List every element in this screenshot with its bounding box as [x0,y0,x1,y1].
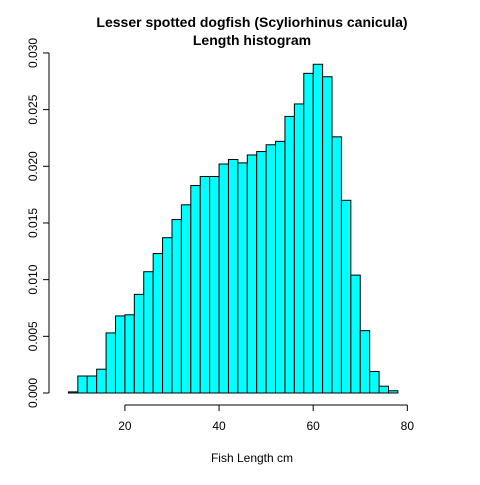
y-tick-label: 0.025 [26,94,40,124]
x-axis: 20 40 60 80 [118,404,415,433]
chart-title: Lesser spotted dogfish (Scyliorhinus can… [96,14,407,30]
histogram-bar [303,72,314,394]
y-tick-label: 0.030 [26,38,40,68]
y-tick-label: 0.005 [26,321,40,351]
bars-group [67,63,399,394]
histogram-bar [162,237,173,394]
histogram-bar [284,115,295,394]
y-tick-label: 0.000 [26,378,40,408]
histogram-bar [237,162,248,394]
histogram-bar [133,293,145,394]
histogram-bar [275,140,286,394]
histogram-bar [293,103,305,394]
histogram-bar [86,375,98,394]
histogram-bar [218,163,229,394]
histogram-bar [67,391,79,394]
chart-subtitle: Length histogram [193,32,311,48]
histogram-bar [312,63,324,394]
histogram-bar [227,158,239,394]
histogram-bar [256,151,267,394]
histogram-bar [246,154,258,394]
histogram-bar [359,330,371,394]
histogram-bar [331,136,342,394]
histogram-bar [180,204,192,394]
histogram-bar [152,253,164,394]
histogram-bar [124,314,135,394]
histogram-bar [199,175,211,394]
histogram-bar [209,175,220,394]
histogram-bar [143,271,154,394]
histogram-bar [340,199,352,394]
histogram-bar [171,219,182,394]
y-tick-label: 0.015 [26,208,40,238]
histogram-bar [369,370,380,394]
y-axis: 0.000 0.005 0.010 0.015 0.020 0.025 0.030 [26,38,50,408]
histogram-bar [77,375,88,394]
histogram-bar [388,390,399,394]
y-tick-label: 0.020 [26,151,40,181]
x-tick-label: 40 [212,419,226,433]
histogram-bar [378,385,390,394]
histogram-bar [190,185,201,394]
histogram-bar [322,76,333,394]
histogram-bar [265,144,277,394]
histogram-bar [105,332,116,394]
x-tick-label: 80 [401,419,415,433]
histogram-bar [96,368,107,394]
x-tick-label: 20 [118,419,132,433]
x-tick-label: 60 [307,419,321,433]
y-tick-label: 0.010 [26,264,40,294]
histogram-bar [114,315,126,394]
histogram-bar [350,274,361,394]
x-axis-label: Fish Length cm [211,451,293,465]
